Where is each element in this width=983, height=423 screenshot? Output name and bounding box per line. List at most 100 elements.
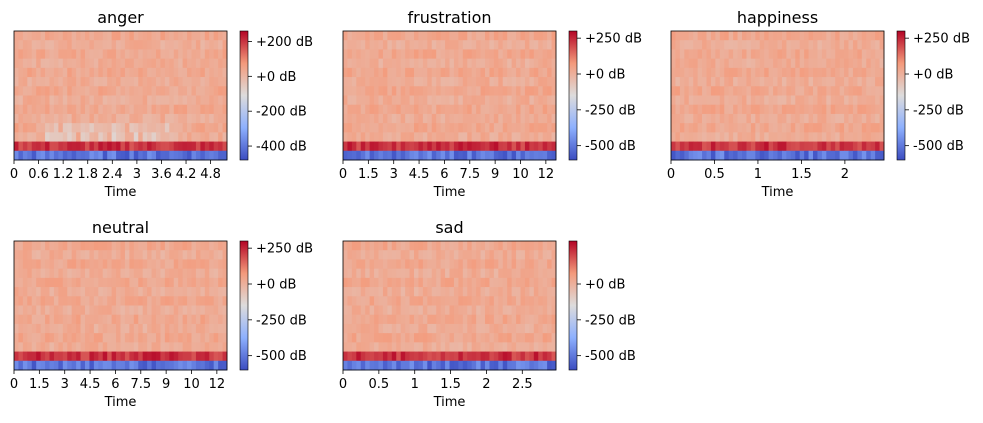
spectrogram-cell (520, 351, 526, 362)
spectrogram-cell (879, 104, 885, 115)
spectrogram-cell (520, 86, 526, 96)
spectrogram-cell (547, 241, 552, 251)
spectrogram-cell (440, 123, 446, 133)
spectrogram-cell (471, 31, 477, 41)
spectrogram-cell (360, 241, 366, 251)
spectrogram-cell (200, 113, 206, 124)
spectrogram-cell (511, 132, 517, 142)
spectrogram-cell (485, 104, 490, 115)
spectrogram-cell (391, 104, 397, 115)
spectrogram-cell (746, 113, 752, 124)
spectrogram-cell (53, 113, 59, 124)
spectrogram-cell (520, 141, 526, 152)
spectrogram-cell (467, 268, 473, 279)
spectrogram-cell (520, 277, 526, 288)
spectrogram-cell (502, 67, 508, 78)
colorbar-tick-label: +0 dB (585, 68, 625, 83)
spectrogram-cell (76, 277, 81, 288)
spectrogram-cell (750, 86, 756, 96)
spectrogram-cell (502, 305, 508, 316)
spectrogram-cell (675, 58, 681, 69)
spectrogram-cell (120, 333, 126, 343)
spectrogram-cell (733, 132, 738, 142)
spectrogram-cell (719, 86, 725, 96)
spectrogram-cell (453, 241, 459, 251)
spectrogram-cell (187, 40, 192, 50)
spectrogram-cell (138, 296, 144, 306)
spectrogram-cell (409, 132, 415, 142)
spectrogram-cell (204, 342, 210, 352)
spectrogram-cell (49, 113, 55, 124)
spectrogram-cell (538, 305, 544, 316)
spectrogram-cell (742, 141, 747, 152)
spectrogram-cell (67, 296, 73, 306)
spectrogram-cell (706, 58, 712, 69)
spectrogram-cell (178, 333, 184, 343)
spectrogram-cell (347, 141, 353, 152)
spectrogram-cell (382, 268, 388, 279)
x-tick-label: 2 (841, 167, 849, 182)
spectrogram-cell (507, 268, 513, 279)
spectrogram-cell (374, 86, 379, 96)
spectrogram-cell (436, 40, 442, 50)
spectrogram-cell (351, 250, 357, 260)
spectrogram-cell (213, 351, 219, 362)
spectrogram-cell (866, 58, 872, 69)
spectrogram-cell (209, 241, 215, 251)
spectrogram-cell (445, 132, 450, 142)
spectrogram-cell (777, 104, 783, 115)
spectrogram-cell (382, 49, 388, 60)
spectrogram-cell (746, 67, 752, 78)
spectrogram-cell (173, 296, 179, 306)
spectrogram-cell (440, 86, 446, 96)
spectrogram-cell (759, 141, 765, 152)
spectrogram-cell (431, 277, 437, 288)
spectrogram-cell (485, 287, 490, 297)
spectrogram-cell (733, 67, 738, 78)
spectrogram-cell (733, 150, 738, 161)
spectrogram-cell (821, 123, 827, 133)
x-tick-label: 0.6 (28, 167, 49, 182)
spectrogram-cell (169, 287, 175, 297)
spectrogram-cell (173, 268, 179, 279)
spectrogram-cell (116, 342, 121, 352)
spectrogram-cell (98, 150, 104, 161)
spectrogram-cell (524, 360, 530, 371)
spectrogram-cell (870, 150, 876, 161)
spectrogram-cell (485, 323, 490, 334)
spectrogram-cell (808, 86, 814, 96)
spectrogram-cell (356, 250, 362, 260)
spectrogram-cell (14, 323, 19, 334)
spectrogram-cell (524, 314, 530, 325)
spectrogram-cell (422, 250, 428, 260)
spectrogram-cell (422, 77, 428, 87)
spectrogram-cell (187, 296, 192, 306)
spectrogram-cell (804, 150, 809, 161)
spectrogram-cell (49, 123, 55, 133)
spectrogram-cell (67, 113, 73, 124)
spectrogram-cell (187, 132, 192, 142)
spectrogram-cell (67, 305, 73, 316)
spectrogram-cell (436, 241, 442, 251)
spectrogram-cell (93, 132, 99, 142)
spectrogram-cell (178, 241, 184, 251)
spectrogram-cell (187, 58, 192, 69)
spectrogram-cell (178, 351, 184, 362)
spectrogram-cell (124, 250, 130, 260)
spectrogram-cell (98, 67, 104, 78)
spectrogram-cell (382, 360, 388, 371)
spectrogram-cell (671, 113, 676, 124)
spectrogram-cell (702, 58, 707, 69)
spectrogram-cell (839, 77, 845, 87)
spectrogram-cell (49, 351, 55, 362)
spectrogram-cell (804, 132, 809, 142)
spectrogram-cell (31, 296, 37, 306)
spectrogram-cell (467, 40, 473, 50)
spectrogram-cell (750, 104, 756, 115)
spectrogram-cell (817, 113, 823, 124)
x-tick-label: 1.8 (77, 167, 98, 182)
spectrogram-cell (102, 323, 108, 334)
spectrogram-cell (813, 141, 818, 152)
spectrogram-cell (40, 305, 46, 316)
